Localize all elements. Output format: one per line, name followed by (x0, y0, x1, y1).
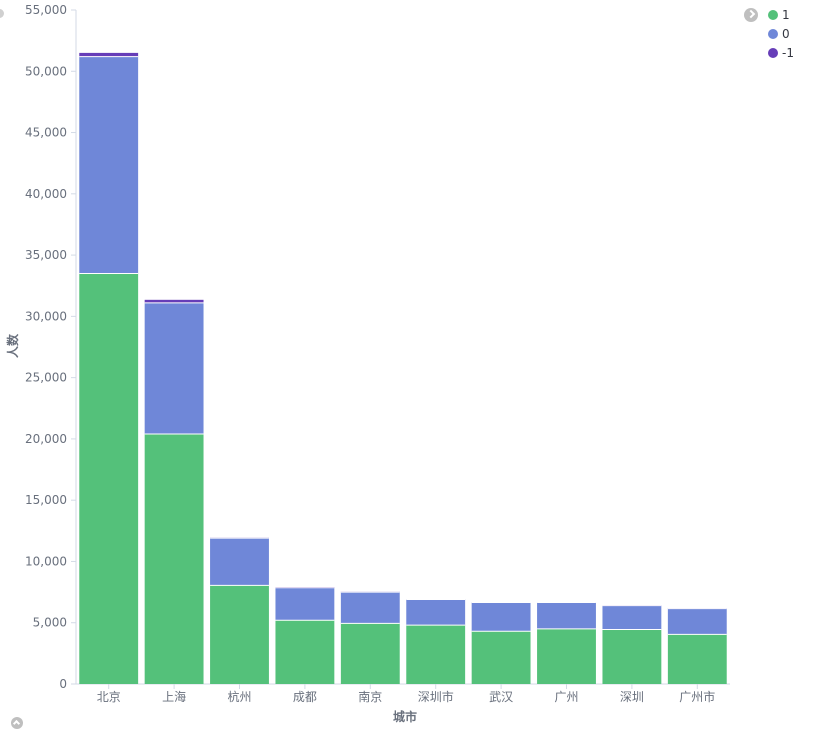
bar-segment-neg1-0[interactable] (79, 52, 139, 57)
y-tick-label: 20,000 (25, 432, 67, 446)
legend-swatch (768, 29, 778, 39)
y-tick-label: 5,000 (33, 616, 67, 630)
y-axis: 0 5,000 10,000 15,000 20,000 25,000 30,000 35,0… (25, 3, 77, 691)
bar-segment-1-6[interactable] (471, 631, 531, 684)
bar-segment-0-2[interactable] (210, 538, 269, 586)
legend-swatch (768, 48, 778, 58)
bar-segment-0-1[interactable] (144, 302, 204, 435)
legend: 1 0 -1 (768, 8, 794, 60)
legend-toggle-icon[interactable] (744, 8, 758, 22)
x-tick-label: 武汉 (489, 690, 513, 704)
y-tick-label: 45,000 (25, 126, 67, 140)
x-tick-label: 深圳 (620, 690, 644, 704)
y-tick-label: 40,000 (25, 187, 67, 201)
panel-handle-icon (0, 9, 4, 18)
x-tick-label: 北京 (97, 690, 121, 704)
bar-segment-0-9[interactable] (667, 608, 727, 635)
bar-segment-1-4[interactable] (340, 623, 400, 684)
bar-segment-1-7[interactable] (537, 628, 596, 684)
x-tick-label: 成都 (293, 690, 317, 704)
bar-segment-1-8[interactable] (602, 629, 662, 684)
bar-segment-1-2[interactable] (210, 585, 269, 684)
legend-label[interactable]: 0 (782, 27, 790, 41)
x-tick-label: 广州 (554, 690, 578, 704)
x-tick-label: 广州市 (679, 689, 715, 704)
bar-segment-0-4[interactable] (340, 592, 400, 624)
legend-swatch (768, 10, 778, 20)
y-axis-title: 人数 (5, 333, 20, 358)
bar-segment-0-5[interactable] (406, 599, 466, 626)
y-tick-label: 55,000 (25, 3, 67, 17)
bar-segment-1-5[interactable] (406, 625, 466, 684)
legend-label[interactable]: -1 (782, 46, 794, 60)
y-tick-label: 10,000 (25, 554, 67, 568)
y-tick-label: 30,000 (25, 309, 67, 323)
x-tick-label: 上海 (162, 689, 186, 704)
bar-segment-0-0[interactable] (79, 56, 139, 274)
bar-segment-1-3[interactable] (275, 620, 335, 684)
y-tick-label: 0 (59, 677, 67, 691)
x-axis-title: 城市 (393, 709, 417, 724)
bar-segment-1-9[interactable] (667, 634, 727, 684)
collapse-chevron-icon[interactable] (11, 717, 23, 729)
y-tick-label: 35,000 (25, 248, 67, 262)
x-axis: 北京 上海 杭州 成都 南京 深圳市 武汉 广州 深圳 广州市 (76, 683, 730, 704)
bar-segment-0-6[interactable] (471, 602, 531, 632)
x-tick-label: 南京 (358, 689, 382, 704)
y-tick-label: 25,000 (25, 371, 67, 385)
legend-label[interactable]: 1 (782, 8, 790, 22)
bar-segment-0-8[interactable] (602, 605, 662, 630)
bar-segment-1-0[interactable] (79, 273, 139, 684)
bar-segment-neg1-1[interactable] (144, 299, 204, 303)
y-tick-label: 50,000 (25, 64, 67, 78)
y-tick-label: 15,000 (25, 493, 67, 507)
x-tick-label: 杭州 (227, 689, 251, 704)
bars (79, 52, 727, 684)
bar-segment-0-7[interactable] (537, 602, 596, 629)
x-tick-label: 深圳市 (418, 689, 454, 704)
bar-segment-1-1[interactable] (144, 434, 204, 684)
bar-segment-0-3[interactable] (275, 587, 335, 621)
